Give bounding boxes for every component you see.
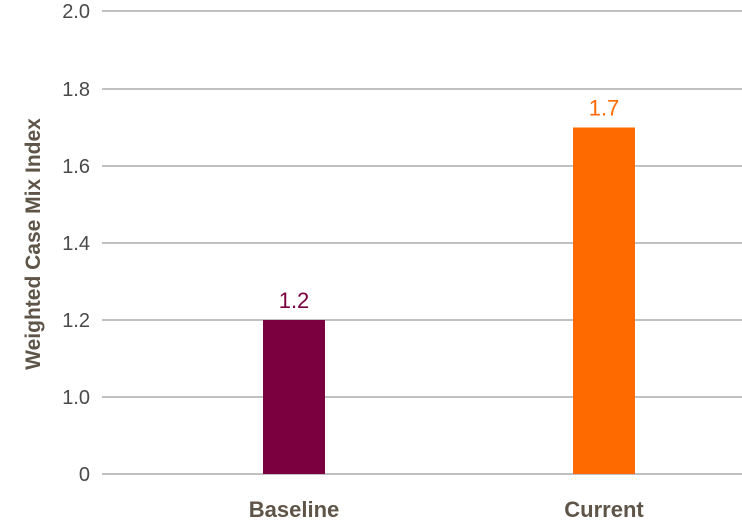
y-axis-ticks: 0 1.0 1.2 1.4 1.6 1.8 2.0 [62, 1, 90, 486]
gridlines [102, 10, 742, 475]
data-labels: 1.2 1.7 [279, 96, 620, 314]
y-tick-label: 2.0 [62, 1, 90, 23]
y-tick-label: 0 [79, 464, 90, 486]
y-tick-label: 1.0 [62, 387, 90, 409]
data-label-baseline: 1.2 [279, 288, 310, 313]
bars [263, 127, 635, 474]
x-category-label: Baseline [249, 497, 340, 522]
y-axis-title: Weighted Case Mix Index [22, 118, 45, 370]
bar-baseline [263, 320, 325, 474]
y-tick-label: 1.2 [62, 310, 90, 332]
y-tick-label: 1.8 [62, 79, 90, 101]
x-axis-categories: Baseline Current [249, 497, 645, 522]
bar-current [573, 127, 635, 474]
y-tick-label: 1.4 [62, 233, 90, 255]
y-tick-label: 1.6 [62, 156, 90, 178]
x-category-label: Current [564, 497, 644, 522]
data-label-current: 1.7 [589, 96, 620, 121]
